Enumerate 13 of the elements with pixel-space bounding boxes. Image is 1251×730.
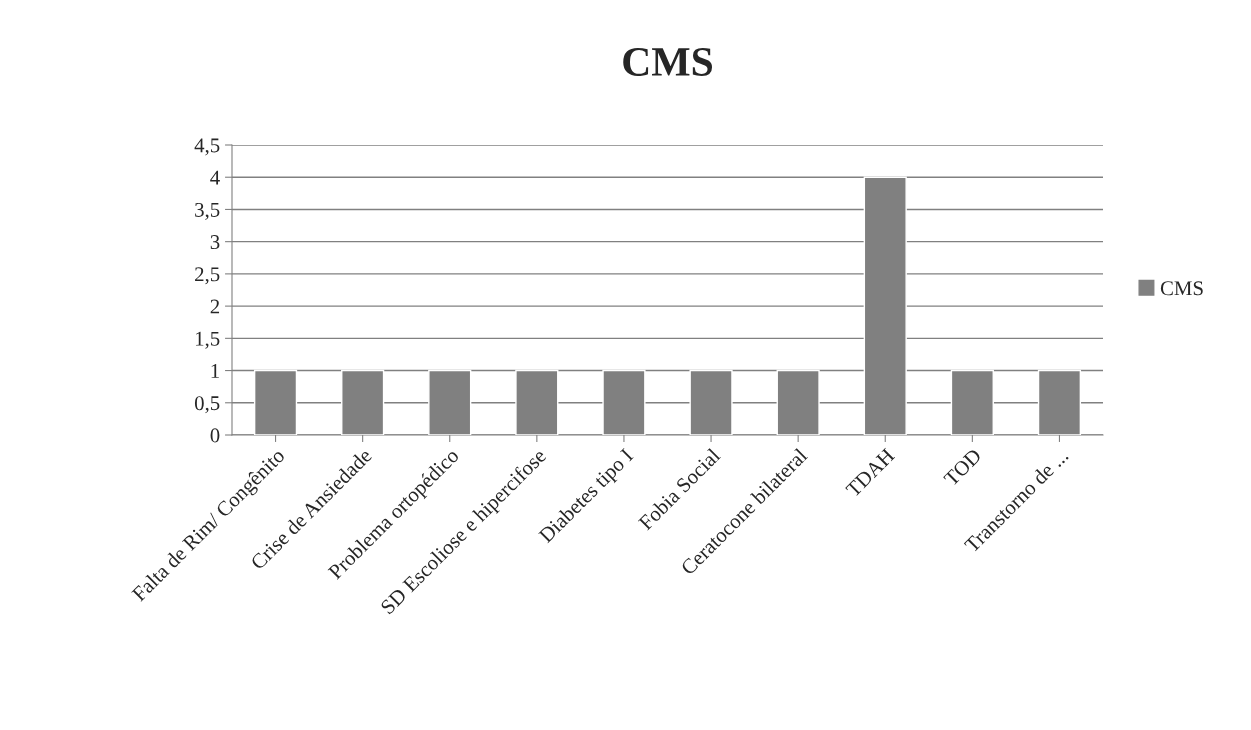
y-tick-label: 0 <box>210 428 220 443</box>
x-tick-label: TOD <box>943 447 983 487</box>
y-tick-label: 2 <box>210 299 220 314</box>
y-tick-label: 1,5 <box>195 331 220 349</box>
y-tick-label: 1 <box>211 364 219 378</box>
y-tick-label: 3,5 <box>195 202 220 220</box>
legend-label: CMS <box>1160 281 1203 296</box>
y-tick-label: 3 <box>210 235 220 250</box>
y-tick-label: 4,5 <box>194 138 220 156</box>
y-tick-label: 0,5 <box>194 396 220 414</box>
y-tick-label: 4 <box>210 170 220 185</box>
y-tick-label: 2,5 <box>195 267 220 285</box>
chart-title: CMS <box>623 47 713 76</box>
